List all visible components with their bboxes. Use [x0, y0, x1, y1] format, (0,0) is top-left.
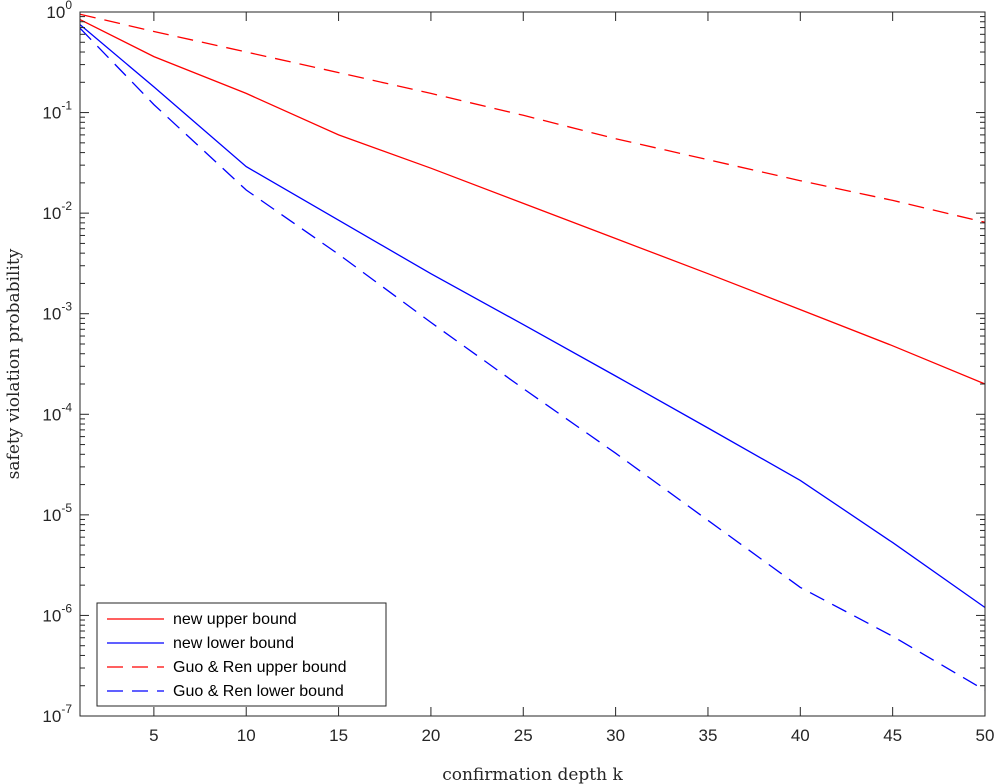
x-tick-label: 25: [514, 726, 533, 745]
x-tick-label: 30: [606, 726, 625, 745]
x-tick-label: 50: [976, 726, 995, 745]
x-tick-label: 35: [698, 726, 717, 745]
axis-ticks: 5 10 15 20 25 30 35 40 45 50 10-7 10-6 10-5 10-4 10-3 1…: [42, 0, 994, 745]
series-line-4: [79, 27, 986, 691]
x-tick-label: 10: [237, 726, 256, 745]
legend-label-3: Guo & Ren upper bound: [173, 659, 346, 676]
y-tick-label: 10-7: [42, 702, 72, 726]
y-tick-label: 10-4: [42, 400, 72, 424]
legend: new upper bound new lower bound Guo & Ren …: [96, 602, 387, 707]
y-tick-label: 10-6: [42, 601, 72, 625]
series-line-3: [79, 13, 986, 223]
x-tick-label: 20: [421, 726, 440, 745]
legend-label-2: new lower bound: [173, 635, 294, 652]
plot-lines: [79, 13, 986, 691]
axes-box: [79, 11, 986, 717]
x-tick-label: 15: [329, 726, 348, 745]
series-line-1: [79, 19, 986, 385]
series-line-2: [79, 24, 986, 609]
legend-box: [96, 602, 387, 707]
y-tick-label: 100: [46, 0, 72, 22]
y-tick-label: 10-2: [42, 199, 72, 223]
x-tick-label: 45: [883, 726, 902, 745]
x-tick-label: 5: [149, 726, 158, 745]
legend-label-1: new upper bound: [173, 611, 297, 628]
y-axis-label: safety violation probability: [4, 248, 24, 479]
x-tick-label: 40: [791, 726, 810, 745]
x-axis-label: confirmation depth k: [442, 765, 623, 784]
y-tick-label: 10-3: [42, 300, 72, 324]
y-tick-label: 10-5: [42, 501, 72, 525]
y-tick-label: 10-1: [42, 99, 72, 123]
legend-label-4: Guo & Ren lower bound: [173, 683, 344, 700]
